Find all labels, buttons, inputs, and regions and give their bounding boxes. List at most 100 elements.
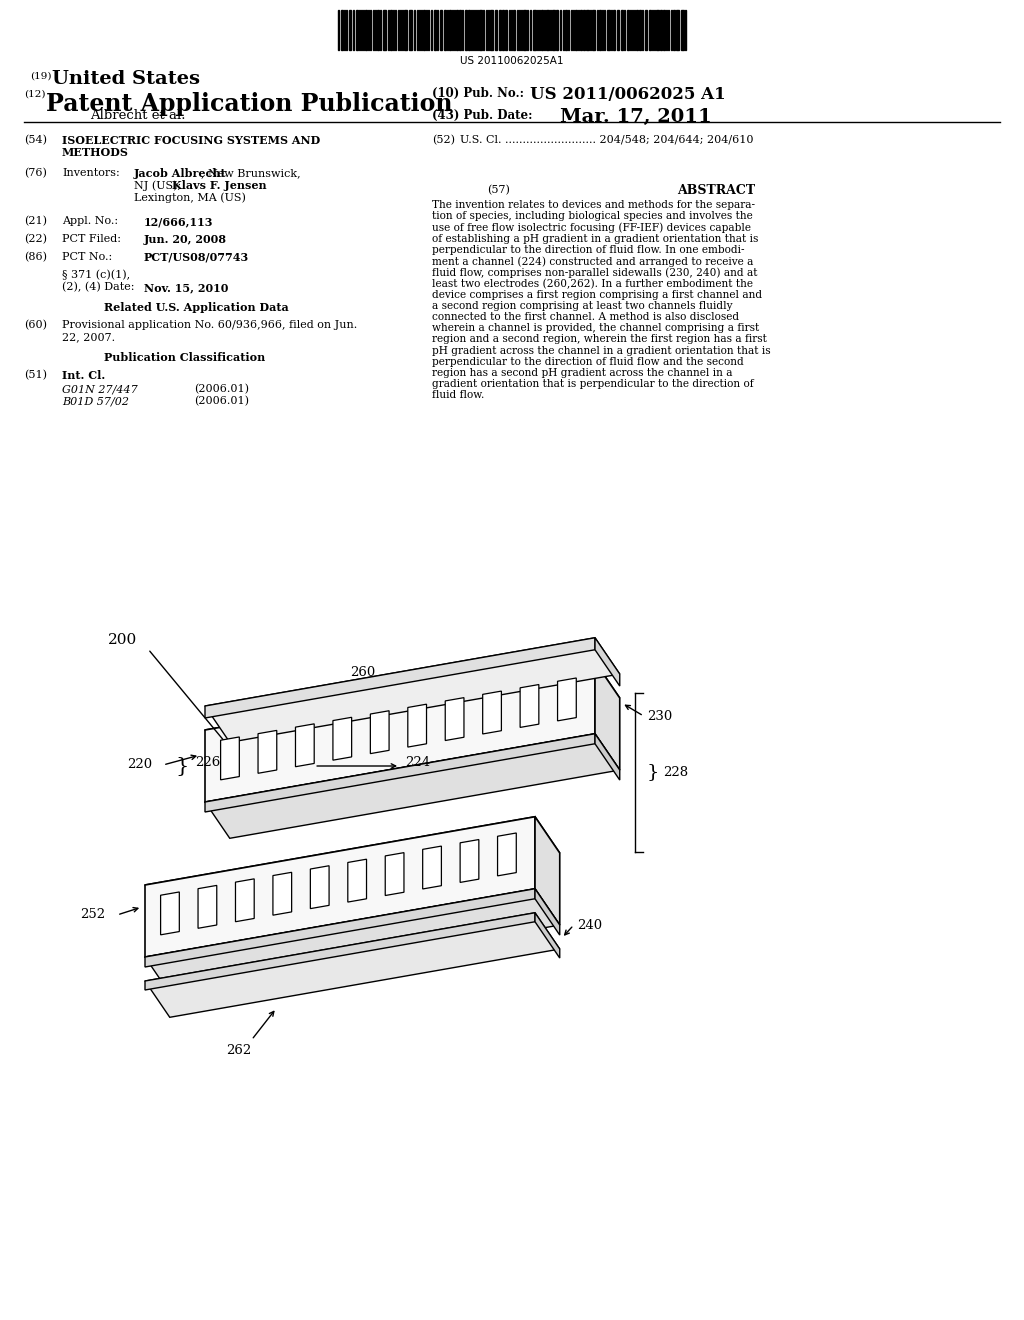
- Bar: [592, 11, 595, 50]
- Polygon shape: [205, 661, 595, 803]
- Text: region has a second pH gradient across the channel in a: region has a second pH gradient across t…: [432, 368, 732, 378]
- Text: a second region comprising at least two channels fluidly: a second region comprising at least two …: [432, 301, 732, 310]
- Polygon shape: [205, 638, 620, 742]
- Text: (12): (12): [24, 90, 45, 99]
- Text: ment a channel (224) constructed and arranged to receive a: ment a channel (224) constructed and arr…: [432, 256, 754, 267]
- Bar: [341, 11, 343, 50]
- Text: US 20110062025A1: US 20110062025A1: [460, 55, 564, 66]
- Text: fluid flow, comprises non-parallel sidewalls (230, 240) and at: fluid flow, comprises non-parallel sidew…: [432, 267, 758, 277]
- Text: Mar. 17, 2011: Mar. 17, 2011: [560, 108, 712, 125]
- Bar: [365, 11, 367, 50]
- Text: (10) Pub. No.:: (10) Pub. No.:: [432, 87, 524, 100]
- Polygon shape: [205, 734, 595, 812]
- Bar: [490, 11, 493, 50]
- Bar: [409, 11, 412, 50]
- Bar: [546, 11, 549, 50]
- Bar: [479, 11, 482, 50]
- Bar: [607, 11, 610, 50]
- Text: (2006.01): (2006.01): [194, 396, 249, 407]
- Bar: [377, 11, 379, 50]
- Text: 220: 220: [127, 759, 153, 771]
- Text: Jun. 20, 2008: Jun. 20, 2008: [144, 234, 227, 246]
- Text: tion of species, including biological species and involves the: tion of species, including biological sp…: [432, 211, 753, 222]
- Bar: [505, 11, 507, 50]
- Text: pH gradient across the channel in a gradient orientation that is: pH gradient across the channel in a grad…: [432, 346, 771, 355]
- Polygon shape: [535, 888, 560, 935]
- Bar: [649, 11, 651, 50]
- Bar: [523, 11, 526, 50]
- Polygon shape: [498, 833, 516, 876]
- Text: Klavs F. Jensen: Klavs F. Jensen: [172, 180, 266, 191]
- Text: 228: 228: [663, 766, 688, 779]
- Text: perpendicular to the direction of fluid flow and the second: perpendicular to the direction of fluid …: [432, 356, 743, 367]
- Text: Inventors:: Inventors:: [62, 168, 120, 178]
- Polygon shape: [408, 704, 427, 747]
- Bar: [599, 11, 601, 50]
- Text: }: }: [175, 756, 188, 776]
- Text: Albrecht et al.: Albrecht et al.: [90, 110, 185, 121]
- Polygon shape: [205, 734, 620, 838]
- Text: (76): (76): [24, 168, 47, 178]
- Text: (51): (51): [24, 370, 47, 380]
- Text: of establishing a pH gradient in a gradient orientation that is: of establishing a pH gradient in a gradi…: [432, 234, 759, 244]
- Text: Related U.S. Application Data: Related U.S. Application Data: [104, 302, 289, 313]
- Text: (21): (21): [24, 216, 47, 226]
- Bar: [468, 11, 470, 50]
- Text: United States: United States: [52, 70, 200, 88]
- Polygon shape: [371, 710, 389, 754]
- Bar: [552, 11, 555, 50]
- Text: Lexington, MA (US): Lexington, MA (US): [134, 191, 246, 202]
- Text: }: }: [647, 763, 659, 781]
- Text: PCT No.:: PCT No.:: [62, 252, 113, 261]
- Bar: [423, 11, 425, 50]
- Text: 262: 262: [226, 1044, 252, 1056]
- Text: 252: 252: [80, 908, 105, 921]
- Text: device comprises a first region comprising a first channel and: device comprises a first region comprisi…: [432, 289, 762, 300]
- Bar: [636, 11, 638, 50]
- Text: PCT/US08/07743: PCT/US08/07743: [144, 252, 249, 263]
- Polygon shape: [198, 886, 217, 928]
- Text: region and a second region, wherein the first region has a first: region and a second region, wherein the …: [432, 334, 767, 345]
- Bar: [656, 11, 659, 50]
- Bar: [639, 11, 641, 50]
- Text: (60): (60): [24, 319, 47, 330]
- Text: Appl. No.:: Appl. No.:: [62, 216, 118, 226]
- Text: The invention relates to devices and methods for the separa-: The invention relates to devices and met…: [432, 201, 755, 210]
- Text: (52): (52): [432, 135, 455, 145]
- Text: least two electrodes (260,262). In a further embodiment the: least two electrodes (260,262). In a fur…: [432, 279, 753, 289]
- Text: (43) Pub. Date:: (43) Pub. Date:: [432, 110, 532, 121]
- Bar: [459, 11, 461, 50]
- Polygon shape: [445, 698, 464, 741]
- Text: B01D 57/02: B01D 57/02: [62, 396, 129, 407]
- Text: NJ (US);: NJ (US);: [134, 180, 184, 190]
- Bar: [617, 11, 618, 50]
- Polygon shape: [310, 866, 329, 908]
- Bar: [434, 11, 436, 50]
- Text: (22): (22): [24, 234, 47, 244]
- Text: 22, 2007.: 22, 2007.: [62, 333, 115, 342]
- Text: PCT Filed:: PCT Filed:: [62, 234, 121, 244]
- Polygon shape: [520, 685, 539, 727]
- Bar: [586, 11, 589, 50]
- Bar: [465, 11, 467, 50]
- Text: Nov. 15, 2010: Nov. 15, 2010: [144, 282, 228, 293]
- Polygon shape: [333, 717, 351, 760]
- Polygon shape: [145, 888, 560, 993]
- Bar: [660, 11, 662, 50]
- Bar: [534, 11, 536, 50]
- Polygon shape: [145, 912, 535, 990]
- Text: (57): (57): [487, 185, 510, 195]
- Polygon shape: [595, 734, 620, 780]
- Text: 226: 226: [195, 756, 220, 770]
- Polygon shape: [145, 817, 535, 957]
- Polygon shape: [595, 638, 620, 686]
- Text: 230: 230: [647, 710, 672, 722]
- Bar: [499, 11, 501, 50]
- Polygon shape: [296, 723, 314, 767]
- Polygon shape: [482, 692, 502, 734]
- Polygon shape: [460, 840, 479, 882]
- Text: § 371 (c)(1),: § 371 (c)(1),: [62, 271, 130, 280]
- Bar: [673, 11, 675, 50]
- Text: Int. Cl.: Int. Cl.: [62, 370, 105, 381]
- Text: (2006.01): (2006.01): [194, 384, 249, 395]
